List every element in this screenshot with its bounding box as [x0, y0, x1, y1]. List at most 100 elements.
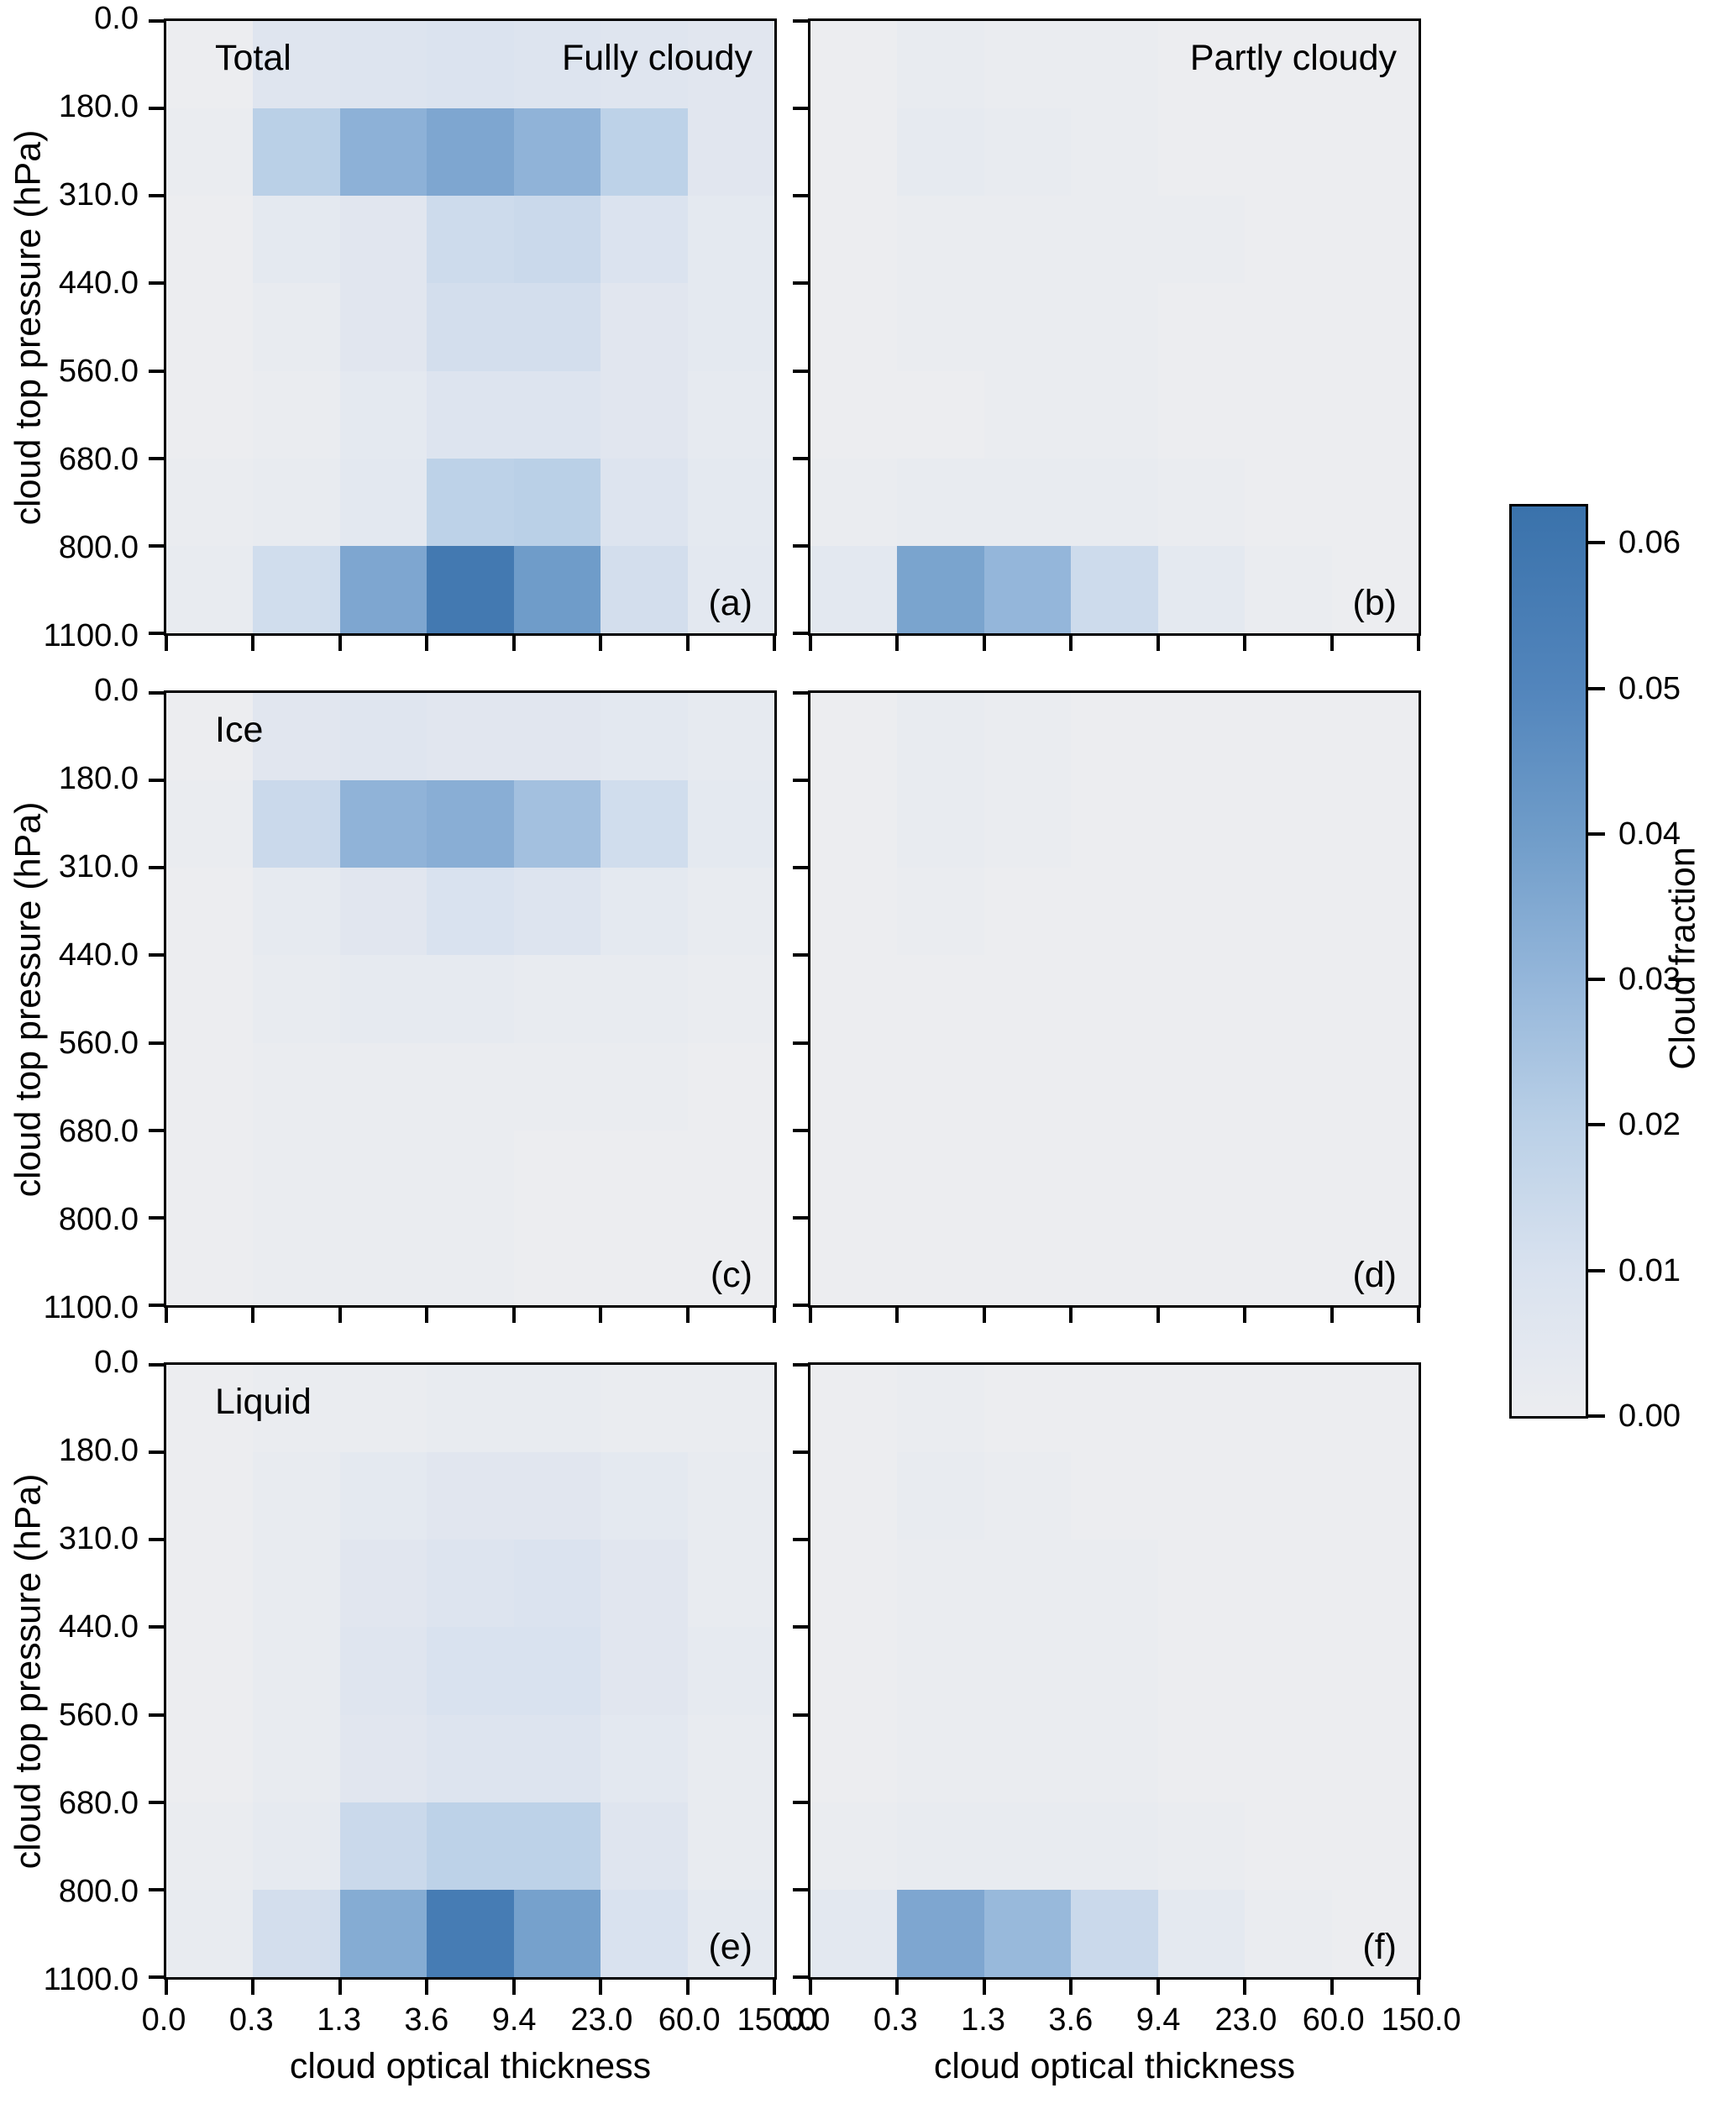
heatmap-cell [1245, 1217, 1332, 1305]
x-axis-tick [983, 1980, 986, 1995]
heatmap-cell [1331, 693, 1419, 781]
heatmap-cell [513, 693, 601, 781]
heatmap-cell [1245, 780, 1332, 868]
x-axis-tick [1156, 1980, 1160, 1995]
heatmap-cell [601, 458, 688, 546]
x-axis-tick [1243, 1980, 1246, 1995]
heatmap-cell [253, 370, 340, 459]
heatmap-cell [339, 370, 427, 459]
heatmap-cell [897, 283, 984, 371]
heatmap-cell [1071, 1714, 1158, 1802]
x-axis-tick [809, 1980, 812, 1995]
x-axis-tick [1069, 636, 1073, 651]
heatmap-cell [1331, 1130, 1419, 1218]
y-tick-label: 0.0 [94, 1, 139, 36]
heatmap-cell [166, 458, 254, 546]
heatmap-cell [513, 283, 601, 371]
heatmap-cell [513, 1540, 601, 1628]
heatmap-cell [897, 1802, 984, 1890]
heatmap-cell [427, 458, 514, 546]
panel-letter-label: (a) [708, 583, 753, 623]
y-tick-label: 180.0 [58, 89, 139, 124]
y-tick-label: 800.0 [58, 1202, 139, 1237]
heatmap-cell [601, 955, 688, 1043]
heatmap-cell [810, 283, 898, 371]
heatmap-cell [687, 1365, 774, 1453]
heatmap-cell [427, 196, 514, 284]
heatmap-cell [427, 1889, 514, 1977]
x-axis-tick [895, 636, 899, 651]
colorbar-tick-label: 0.03 [1618, 962, 1681, 998]
x-axis-tick [686, 1980, 690, 1995]
y-axis-tick [149, 19, 164, 23]
heatmap-cell [810, 1452, 898, 1540]
panel-column-label: Partly cloudy [1189, 38, 1397, 78]
heatmap-cell [810, 693, 898, 781]
heatmap-cell [983, 370, 1072, 459]
heatmap-cell [1071, 545, 1158, 633]
heatmap-cell [810, 108, 898, 197]
y-axis-tick [793, 107, 808, 110]
y-axis-tick [149, 1538, 164, 1541]
y-axis-tick [149, 457, 164, 460]
y-axis-tick [149, 1216, 164, 1220]
heatmap-cell [983, 1042, 1072, 1131]
x-tick-label: 0.3 [228, 2002, 274, 2038]
x-axis-tick [1330, 636, 1334, 651]
heatmap-cell [601, 1627, 688, 1715]
heatmap-cell [513, 955, 601, 1043]
heatmap-cell [1245, 1889, 1332, 1977]
y-axis-tick [149, 1625, 164, 1629]
heatmap-cell [601, 283, 688, 371]
heatmap-cell [983, 955, 1072, 1043]
heatmap-cell [601, 1217, 688, 1305]
heatmap-cell [810, 1889, 898, 1977]
y-axis-tick [793, 779, 808, 782]
y-axis-tick [149, 953, 164, 957]
heatmap-cell [897, 1217, 984, 1305]
x-axis-tick [251, 1980, 254, 1995]
x-axis-title-left: cloud optical thickness [289, 2046, 652, 2086]
heatmap-cell [1157, 1540, 1246, 1628]
heatmap-cell [253, 283, 340, 371]
heatmap-cell [1157, 1217, 1246, 1305]
heatmap-cell [253, 1889, 340, 1977]
heatmap-cell [1331, 1365, 1419, 1453]
heatmap-cell [1245, 1365, 1332, 1453]
heatmap-cell [601, 545, 688, 633]
panel-letter-label: (c) [710, 1255, 753, 1295]
heatmap-cell [810, 780, 898, 868]
heatmap-cell [601, 1889, 688, 1977]
heatmap-cell [513, 1365, 601, 1453]
heatmap-cell [897, 1042, 984, 1131]
heatmap-cell [1245, 458, 1332, 546]
heatmap-cell [687, 1042, 774, 1131]
heatmap-cell [1157, 21, 1246, 109]
heatmap-cell [687, 780, 774, 868]
heatmap-cell [687, 370, 774, 459]
y-axis-tick [793, 1713, 808, 1717]
y-tick-label: 680.0 [58, 442, 139, 477]
heatmap-cell [1157, 1130, 1246, 1218]
y-axis-tick [149, 691, 164, 695]
heatmap-cell [1071, 1130, 1158, 1218]
heatmap-cell [687, 196, 774, 284]
heatmap-cell [897, 1714, 984, 1802]
heatmap-grid [810, 693, 1419, 1305]
heatmap-cell [897, 780, 984, 868]
panel-row-label: Ice [215, 710, 264, 750]
y-tick-label: 310.0 [58, 849, 139, 884]
heatmap-cell [601, 370, 688, 459]
x-axis-tick [895, 1308, 899, 1323]
y-tick-label: 440.0 [58, 265, 139, 301]
heatmap-cell [1157, 1042, 1246, 1131]
heatmap-cell [1331, 1627, 1419, 1715]
x-axis-tick [1069, 1980, 1073, 1995]
x-axis-tick [895, 1980, 899, 1995]
heatmap-cell [897, 196, 984, 284]
heatmap-cell [601, 868, 688, 956]
heatmap-cell [897, 1889, 984, 1977]
heatmap-cell [1071, 780, 1158, 868]
heatmap-cell [983, 1452, 1072, 1540]
colorbar-tick-label: 0.06 [1618, 525, 1681, 561]
